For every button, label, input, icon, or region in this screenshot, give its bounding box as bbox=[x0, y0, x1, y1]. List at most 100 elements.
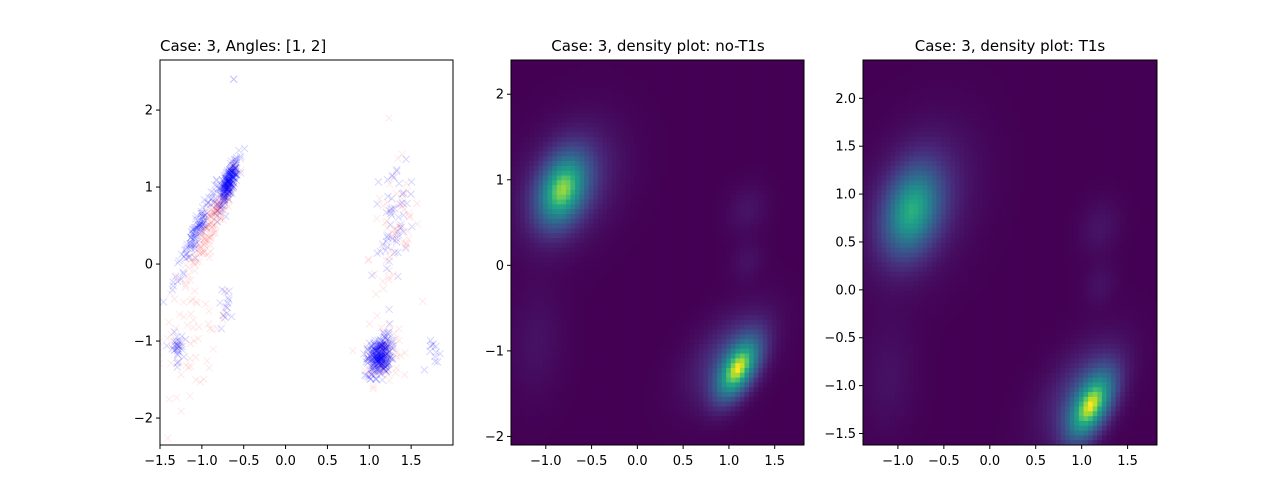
heatmap-cell bbox=[524, 189, 530, 196]
heatmap-cell bbox=[744, 185, 750, 191]
heatmap-cell bbox=[597, 233, 604, 239]
scatter-point bbox=[224, 178, 233, 186]
heatmap-cell bbox=[648, 117, 654, 124]
heatmap-cell bbox=[616, 60, 622, 66]
scatter-point bbox=[166, 289, 175, 298]
scatter-point bbox=[384, 234, 392, 243]
heatmap-cell bbox=[565, 238, 572, 244]
heatmap-cell bbox=[616, 209, 622, 215]
heatmap-cell bbox=[533, 199, 540, 205]
scatter-point bbox=[226, 180, 235, 188]
heatmap-cell bbox=[520, 180, 526, 186]
heatmap-cell bbox=[538, 324, 544, 331]
heatmap-cell bbox=[520, 209, 526, 215]
heatmap-cell bbox=[675, 319, 681, 326]
heatmap-cell bbox=[721, 257, 727, 263]
scatter-point bbox=[224, 178, 233, 187]
heatmap-cell bbox=[611, 175, 617, 181]
heatmap-cell bbox=[625, 199, 631, 205]
heatmap-cell bbox=[630, 64, 636, 71]
heatmap-cell bbox=[771, 305, 778, 311]
heatmap-cell bbox=[707, 319, 714, 326]
heatmap-cell bbox=[735, 339, 741, 345]
heatmap-cell bbox=[703, 252, 709, 258]
heatmap-cell bbox=[749, 112, 755, 119]
heatmap-cell bbox=[767, 189, 773, 196]
heatmap-cell bbox=[639, 132, 645, 138]
heatmap-cell bbox=[593, 281, 599, 287]
heatmap-cell bbox=[744, 271, 750, 278]
heatmap-cell bbox=[579, 247, 585, 254]
scatter-point bbox=[221, 184, 230, 192]
scatter-point bbox=[213, 200, 222, 208]
scatter-point bbox=[385, 359, 394, 368]
heatmap-cell bbox=[657, 170, 663, 177]
heatmap-cell bbox=[524, 295, 530, 302]
heatmap-cell bbox=[790, 233, 796, 239]
heatmap-cell bbox=[579, 295, 585, 302]
heatmap-cell bbox=[758, 305, 764, 311]
heatmap-cell bbox=[781, 185, 787, 191]
heatmap-cell bbox=[575, 228, 581, 234]
heatmap-cell bbox=[721, 266, 727, 273]
scatter-point bbox=[392, 224, 400, 233]
scatter-point bbox=[384, 192, 392, 201]
heatmap-cell bbox=[561, 103, 567, 109]
scatter-point bbox=[207, 218, 216, 227]
heatmap-cell bbox=[684, 305, 691, 311]
heatmap-cell bbox=[771, 319, 778, 326]
heatmap-cell bbox=[579, 127, 585, 133]
heatmap-cell bbox=[785, 257, 791, 263]
scatter-point bbox=[228, 173, 237, 182]
heatmap-cell bbox=[597, 146, 604, 153]
heatmap-cell bbox=[515, 69, 521, 76]
heatmap-cell bbox=[561, 93, 567, 100]
heatmap-cell bbox=[597, 218, 604, 225]
scatter-point bbox=[391, 335, 400, 343]
heatmap-cell bbox=[717, 305, 723, 311]
heatmap-cell bbox=[712, 319, 718, 326]
heatmap-cell bbox=[794, 324, 801, 331]
heatmap-cell bbox=[588, 271, 595, 278]
heatmap-cell bbox=[575, 161, 581, 167]
heatmap-cell bbox=[758, 242, 764, 249]
scatter-point bbox=[219, 206, 228, 214]
heatmap-cell bbox=[620, 291, 627, 297]
heatmap-cell bbox=[515, 127, 521, 133]
scatter-point bbox=[380, 360, 389, 369]
heatmap-cell bbox=[648, 180, 654, 186]
heatmap-cell bbox=[671, 315, 677, 321]
heatmap-cell bbox=[694, 348, 700, 355]
heatmap-cell bbox=[739, 271, 746, 278]
heatmap-cell bbox=[602, 156, 608, 162]
heatmap-cell bbox=[712, 209, 718, 215]
heatmap-cell bbox=[588, 165, 595, 172]
heatmap-cell bbox=[657, 199, 663, 205]
scatter-point bbox=[210, 198, 219, 207]
scatter-point bbox=[173, 346, 182, 355]
heatmap-cell bbox=[616, 238, 622, 244]
heatmap-cell bbox=[698, 189, 704, 196]
heatmap-cell bbox=[771, 266, 778, 273]
heatmap-cell bbox=[799, 170, 804, 177]
heatmap-cell bbox=[533, 146, 540, 153]
heatmap-cell bbox=[785, 242, 791, 249]
heatmap-cell bbox=[597, 93, 604, 100]
heatmap-cell bbox=[726, 348, 732, 355]
heatmap-cell bbox=[511, 161, 517, 167]
scatter-point bbox=[381, 218, 389, 227]
heatmap-cell bbox=[538, 214, 544, 220]
heatmap-cell bbox=[607, 175, 613, 181]
heatmap-cell bbox=[767, 165, 773, 172]
scatter-point bbox=[192, 212, 201, 220]
scatter-point bbox=[431, 352, 439, 361]
heatmap-cell bbox=[762, 146, 768, 153]
heatmap-cell bbox=[662, 209, 668, 215]
heatmap-cell bbox=[794, 79, 801, 85]
scatter-point bbox=[236, 154, 245, 163]
heatmap-cell bbox=[726, 281, 732, 287]
scatter-point bbox=[176, 276, 184, 285]
heatmap-cell bbox=[552, 276, 558, 282]
heatmap-cell bbox=[730, 228, 736, 234]
heatmap-cell bbox=[703, 189, 709, 196]
